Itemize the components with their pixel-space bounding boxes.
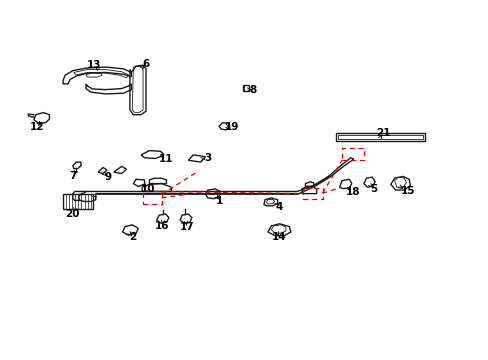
Text: 4: 4 bbox=[275, 202, 283, 212]
Text: 15: 15 bbox=[400, 186, 414, 197]
Text: 13: 13 bbox=[87, 60, 102, 70]
Text: 8: 8 bbox=[249, 85, 256, 95]
Text: 9: 9 bbox=[104, 172, 111, 182]
Bar bbox=[63, 194, 93, 210]
Text: 12: 12 bbox=[30, 122, 44, 132]
Text: 1: 1 bbox=[215, 196, 223, 206]
Bar bbox=[337, 135, 422, 139]
Text: 21: 21 bbox=[375, 129, 390, 138]
Bar bbox=[335, 134, 424, 140]
Text: 6: 6 bbox=[142, 59, 149, 69]
Text: 11: 11 bbox=[159, 154, 173, 164]
Text: 7: 7 bbox=[69, 171, 77, 181]
Text: 16: 16 bbox=[154, 221, 168, 231]
Text: 14: 14 bbox=[272, 232, 286, 242]
Text: 5: 5 bbox=[369, 184, 377, 194]
Text: 3: 3 bbox=[204, 153, 211, 163]
Text: 18: 18 bbox=[345, 187, 359, 197]
Text: 20: 20 bbox=[65, 209, 80, 219]
Text: 10: 10 bbox=[141, 184, 155, 194]
Text: 19: 19 bbox=[224, 122, 239, 132]
Text: 17: 17 bbox=[179, 222, 194, 231]
Text: 2: 2 bbox=[128, 232, 136, 242]
